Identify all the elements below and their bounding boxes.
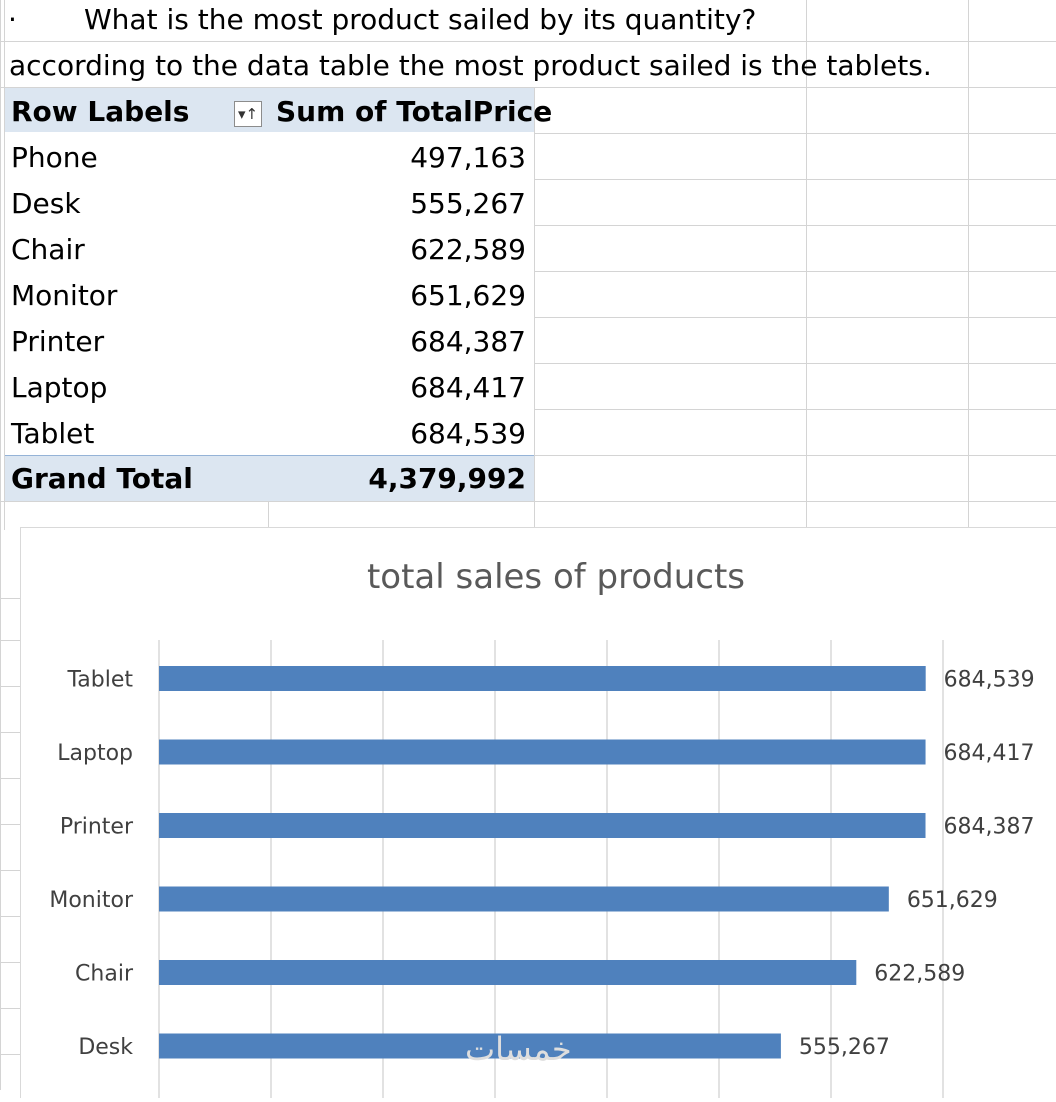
bar-desk[interactable] [159, 1033, 781, 1059]
pivot-grand-total-label[interactable]: Grand Total [11, 462, 193, 495]
pivot-row-value[interactable]: 684,417 [410, 371, 526, 404]
question-text[interactable]: What is the most product sailed by its q… [84, 3, 757, 36]
chart-bars: Tablet 684,539 Laptop 684,417 Printer 684,387… [49, 666, 1035, 1060]
category-label: Monitor [49, 888, 134, 913]
category-label: Tablet [66, 668, 133, 693]
chart-gridlines [158, 640, 944, 1098]
pivot-row-value[interactable]: 622,589 [410, 233, 526, 266]
pivot-row-label[interactable]: Monitor [11, 279, 118, 312]
category-label: Laptop [57, 741, 133, 766]
pivot-grand-total-value[interactable]: 4,379,992 [368, 462, 526, 495]
category-label: Chair [75, 962, 134, 987]
chart-canvas: total sales of products Tablet 684,539 Lap… [49, 557, 1035, 1098]
data-label: 684,387 [944, 815, 1035, 840]
answer-text[interactable]: according to the data table the most pro… [9, 49, 932, 82]
bar-tablet[interactable] [159, 666, 926, 691]
pivot-row-value[interactable]: 684,539 [410, 417, 526, 450]
bar-chart[interactable]: total sales of products Tablet 684,539 Lap… [20, 527, 1056, 1098]
pivot-row-label[interactable]: Chair [11, 233, 85, 266]
data-label: 684,539 [944, 668, 1035, 693]
pivot-header-sum[interactable]: Sum of TotalPrice [276, 95, 553, 128]
bar-chair[interactable] [159, 960, 857, 985]
pivot-row-value[interactable]: 684,387 [410, 325, 526, 358]
data-label: 622,589 [874, 962, 965, 987]
chart-title[interactable]: total sales of products [367, 557, 745, 597]
pivot-row-label[interactable]: Desk [11, 187, 81, 220]
pivot-row-value[interactable]: 651,629 [410, 279, 526, 312]
pivot-row-label[interactable]: Tablet [11, 417, 95, 450]
sort-filter-icon[interactable]: ▾↑ [234, 101, 262, 127]
data-label: 651,629 [907, 888, 998, 913]
data-label: 684,417 [944, 741, 1035, 766]
category-label: Printer [60, 815, 134, 840]
pivot-header-row-labels[interactable]: Row Labels [11, 95, 190, 128]
bar-laptop[interactable] [159, 739, 926, 765]
watermark-logo: خمسات [465, 1030, 572, 1068]
pivot-row-label[interactable]: Laptop [11, 371, 108, 404]
bar-monitor[interactable] [159, 886, 889, 912]
pivot-row-value[interactable]: 555,267 [410, 187, 526, 220]
bar-printer[interactable] [159, 813, 926, 838]
question-bullet: · [8, 3, 17, 36]
pivot-row-value[interactable]: 497,163 [410, 141, 526, 174]
pivot-row-label[interactable]: Printer [11, 325, 105, 358]
data-label: 555,267 [799, 1035, 890, 1060]
category-label: Desk [78, 1035, 133, 1060]
pivot-row-label[interactable]: Phone [11, 141, 98, 174]
